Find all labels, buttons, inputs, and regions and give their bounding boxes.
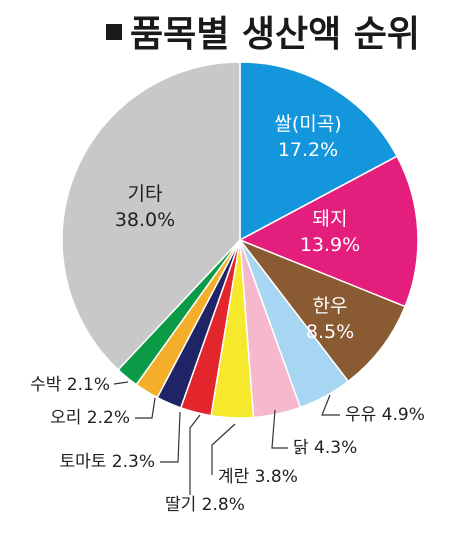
slice-6-leader-line <box>211 423 236 475</box>
slice-7-label: 딸기 2.8% <box>165 495 245 515</box>
slice-10-label: 수박 2.1% <box>30 375 110 395</box>
slice-3-name-label: 한우 <box>313 295 348 317</box>
slice-5-leader-line <box>271 409 288 449</box>
slice-8-label: 토마토 2.3% <box>59 452 155 472</box>
slice-7-leader-line <box>189 414 201 495</box>
slice-11-value-label: 38.0% <box>115 209 175 231</box>
slice-11 <box>61 61 241 371</box>
slice-9-leader-line <box>135 397 156 419</box>
slice-2 <box>238 155 419 308</box>
slice-4-label: 우유 4.9% <box>345 405 425 425</box>
slice-10-leader-line <box>113 381 129 385</box>
slice-1 <box>239 61 399 242</box>
slice-8-leader-line <box>160 411 181 463</box>
slice-2-name-label: 돼지 <box>313 208 348 230</box>
slice-9-label: 오리 2.2% <box>50 408 130 428</box>
chart-title: 품목별 생산액 순위 <box>130 14 420 55</box>
slice-6-label: 계란 3.8% <box>218 467 298 487</box>
slice-1-name-label: 쌀(미곡) <box>274 113 341 135</box>
slice-5-label: 닭 4.3% <box>293 438 357 458</box>
slice-2-value-label: 13.9% <box>300 234 360 256</box>
slice-4-leader-line <box>321 394 340 416</box>
slice-11-name-label: 기타 <box>128 183 163 205</box>
slice-3-value-label: 8.5% <box>306 321 354 343</box>
slice-1-value-label: 17.2% <box>278 139 338 161</box>
title-bullet-icon <box>106 24 122 40</box>
slice-3 <box>237 238 407 383</box>
